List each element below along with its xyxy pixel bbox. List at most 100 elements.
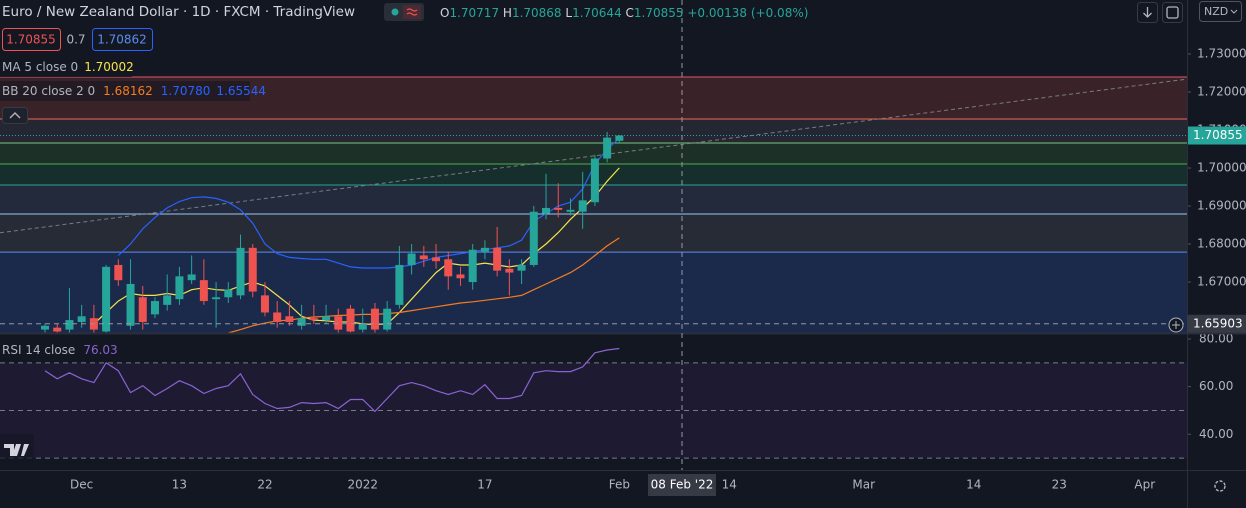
candle-body — [102, 266, 111, 332]
chart-title: Euro / New Zealand Dollar · 1D · FXCM · … — [2, 4, 355, 20]
candle-body — [517, 264, 526, 271]
candle-body — [285, 316, 294, 322]
candle-body — [236, 247, 245, 296]
y-tick-label: 1.68000 — [1197, 237, 1246, 251]
scroll-glyph — [1143, 7, 1152, 18]
candle-body — [346, 308, 355, 332]
y-tick-label: 1.73000 — [1197, 46, 1246, 60]
candle-body — [224, 289, 233, 298]
candle-body — [309, 318, 318, 321]
candle-body — [493, 247, 502, 271]
x-tick-label: 14 — [722, 478, 737, 492]
candle-body — [199, 280, 208, 302]
sell-price[interactable]: 1.70855 — [6, 33, 56, 47]
spread: 0.7 — [66, 33, 85, 47]
sell-button[interactable] — [2, 28, 61, 51]
level-zone — [0, 119, 1187, 144]
candle-body — [578, 200, 587, 212]
candle-body — [358, 323, 367, 330]
rsi-tick-label: 60.00 — [1199, 379, 1233, 393]
candle-body — [383, 308, 392, 330]
currency-dropdown[interactable] — [1199, 1, 1242, 22]
market-open-dot — [391, 8, 399, 16]
crosshair-date-box — [648, 474, 716, 496]
ohlc-value: 1.70855 — [634, 6, 684, 20]
ohlc-prefix: L — [565, 6, 572, 20]
candle-body — [505, 268, 514, 273]
candle-body — [566, 209, 575, 212]
x-tick-label: 17 — [477, 478, 492, 492]
candle-body — [456, 274, 465, 279]
candle-body — [542, 207, 551, 214]
price-pane — [0, 76, 1187, 333]
candle-body — [114, 264, 123, 281]
candle-body — [603, 137, 612, 159]
rsi-tick-label: 40.00 — [1199, 427, 1233, 441]
x-tick-label: 22 — [257, 478, 272, 492]
ohlc-value: 1.70868 — [512, 6, 562, 20]
candle-body — [212, 297, 221, 300]
level-zone — [0, 252, 1187, 333]
legend-bg — [0, 57, 132, 77]
rsi-tick-label: 80.00 — [1199, 332, 1233, 346]
legend-bg — [0, 81, 250, 101]
rsi-name: RSI 14 close — [2, 343, 75, 357]
candle-body — [554, 207, 563, 210]
candle-body — [248, 247, 257, 292]
change: +0.00138 (+0.08%) — [687, 6, 808, 20]
collapse-button[interactable] — [2, 107, 28, 124]
candle-body — [444, 259, 453, 277]
replay-icon — [403, 5, 421, 19]
buy-price[interactable]: 1.70862 — [97, 33, 147, 47]
candle-body — [480, 247, 489, 252]
candle-body — [370, 308, 379, 330]
candle-body — [407, 253, 416, 265]
fullscreen-button[interactable] — [1162, 2, 1183, 23]
candle-body — [273, 312, 282, 322]
candle-body — [41, 325, 49, 330]
crosshair-price-box — [1187, 314, 1246, 333]
rsi-pane — [0, 347, 1187, 459]
candle-body — [163, 295, 172, 305]
bb-lower-value: 1.65544 — [216, 84, 266, 98]
plus-glyph — [1172, 321, 1180, 329]
candle-body — [590, 158, 599, 203]
candle-body — [65, 320, 74, 330]
buy-button[interactable] — [92, 28, 153, 51]
candle-body — [260, 295, 269, 313]
x-tick-label: 14 — [966, 478, 981, 492]
y-tick-label: 1.70000 — [1197, 161, 1246, 175]
ohlc-prefix: O — [440, 6, 449, 20]
bb-basis-value: 1.68162 — [103, 84, 153, 98]
ohlc-prefix: H — [503, 6, 512, 20]
y-tick-label: 1.69000 — [1197, 199, 1246, 213]
ohlc-prefix: C — [626, 6, 634, 20]
dropdown-arrow — [1230, 9, 1238, 14]
collapse-glyph — [9, 112, 21, 119]
candle-body — [322, 316, 331, 321]
candle-body — [297, 318, 306, 326]
currency-label[interactable]: NZD — [1204, 5, 1228, 18]
ma-value: 1.70002 — [84, 60, 134, 74]
ohlc-value: 1.70717 — [449, 6, 499, 20]
crosshair-price-label: 1.65903 — [1193, 316, 1243, 330]
candle-body — [150, 301, 159, 315]
candle-body — [334, 316, 343, 330]
last-price-label: 1.70855 — [1193, 128, 1243, 142]
candle-body — [187, 274, 196, 281]
level-zone — [0, 214, 1187, 253]
rsi-line — [44, 347, 620, 413]
settings-button[interactable] — [1214, 480, 1226, 492]
trend-line — [0, 78, 1187, 234]
crosshair-date-label: 08 Feb '22 — [651, 478, 714, 492]
candle-body — [419, 255, 428, 260]
ma-name: MA 5 close 0 — [2, 60, 78, 74]
candle-body — [468, 249, 477, 283]
bb-legend: BB 20 close 2 0 1.68162 1.70780 1.65544 — [2, 84, 266, 98]
x-tick-label: 13 — [172, 478, 187, 492]
candle-body — [138, 297, 147, 322]
ma-legend: MA 5 close 0 1.70002 — [2, 60, 134, 74]
tv-logo — [4, 444, 29, 456]
